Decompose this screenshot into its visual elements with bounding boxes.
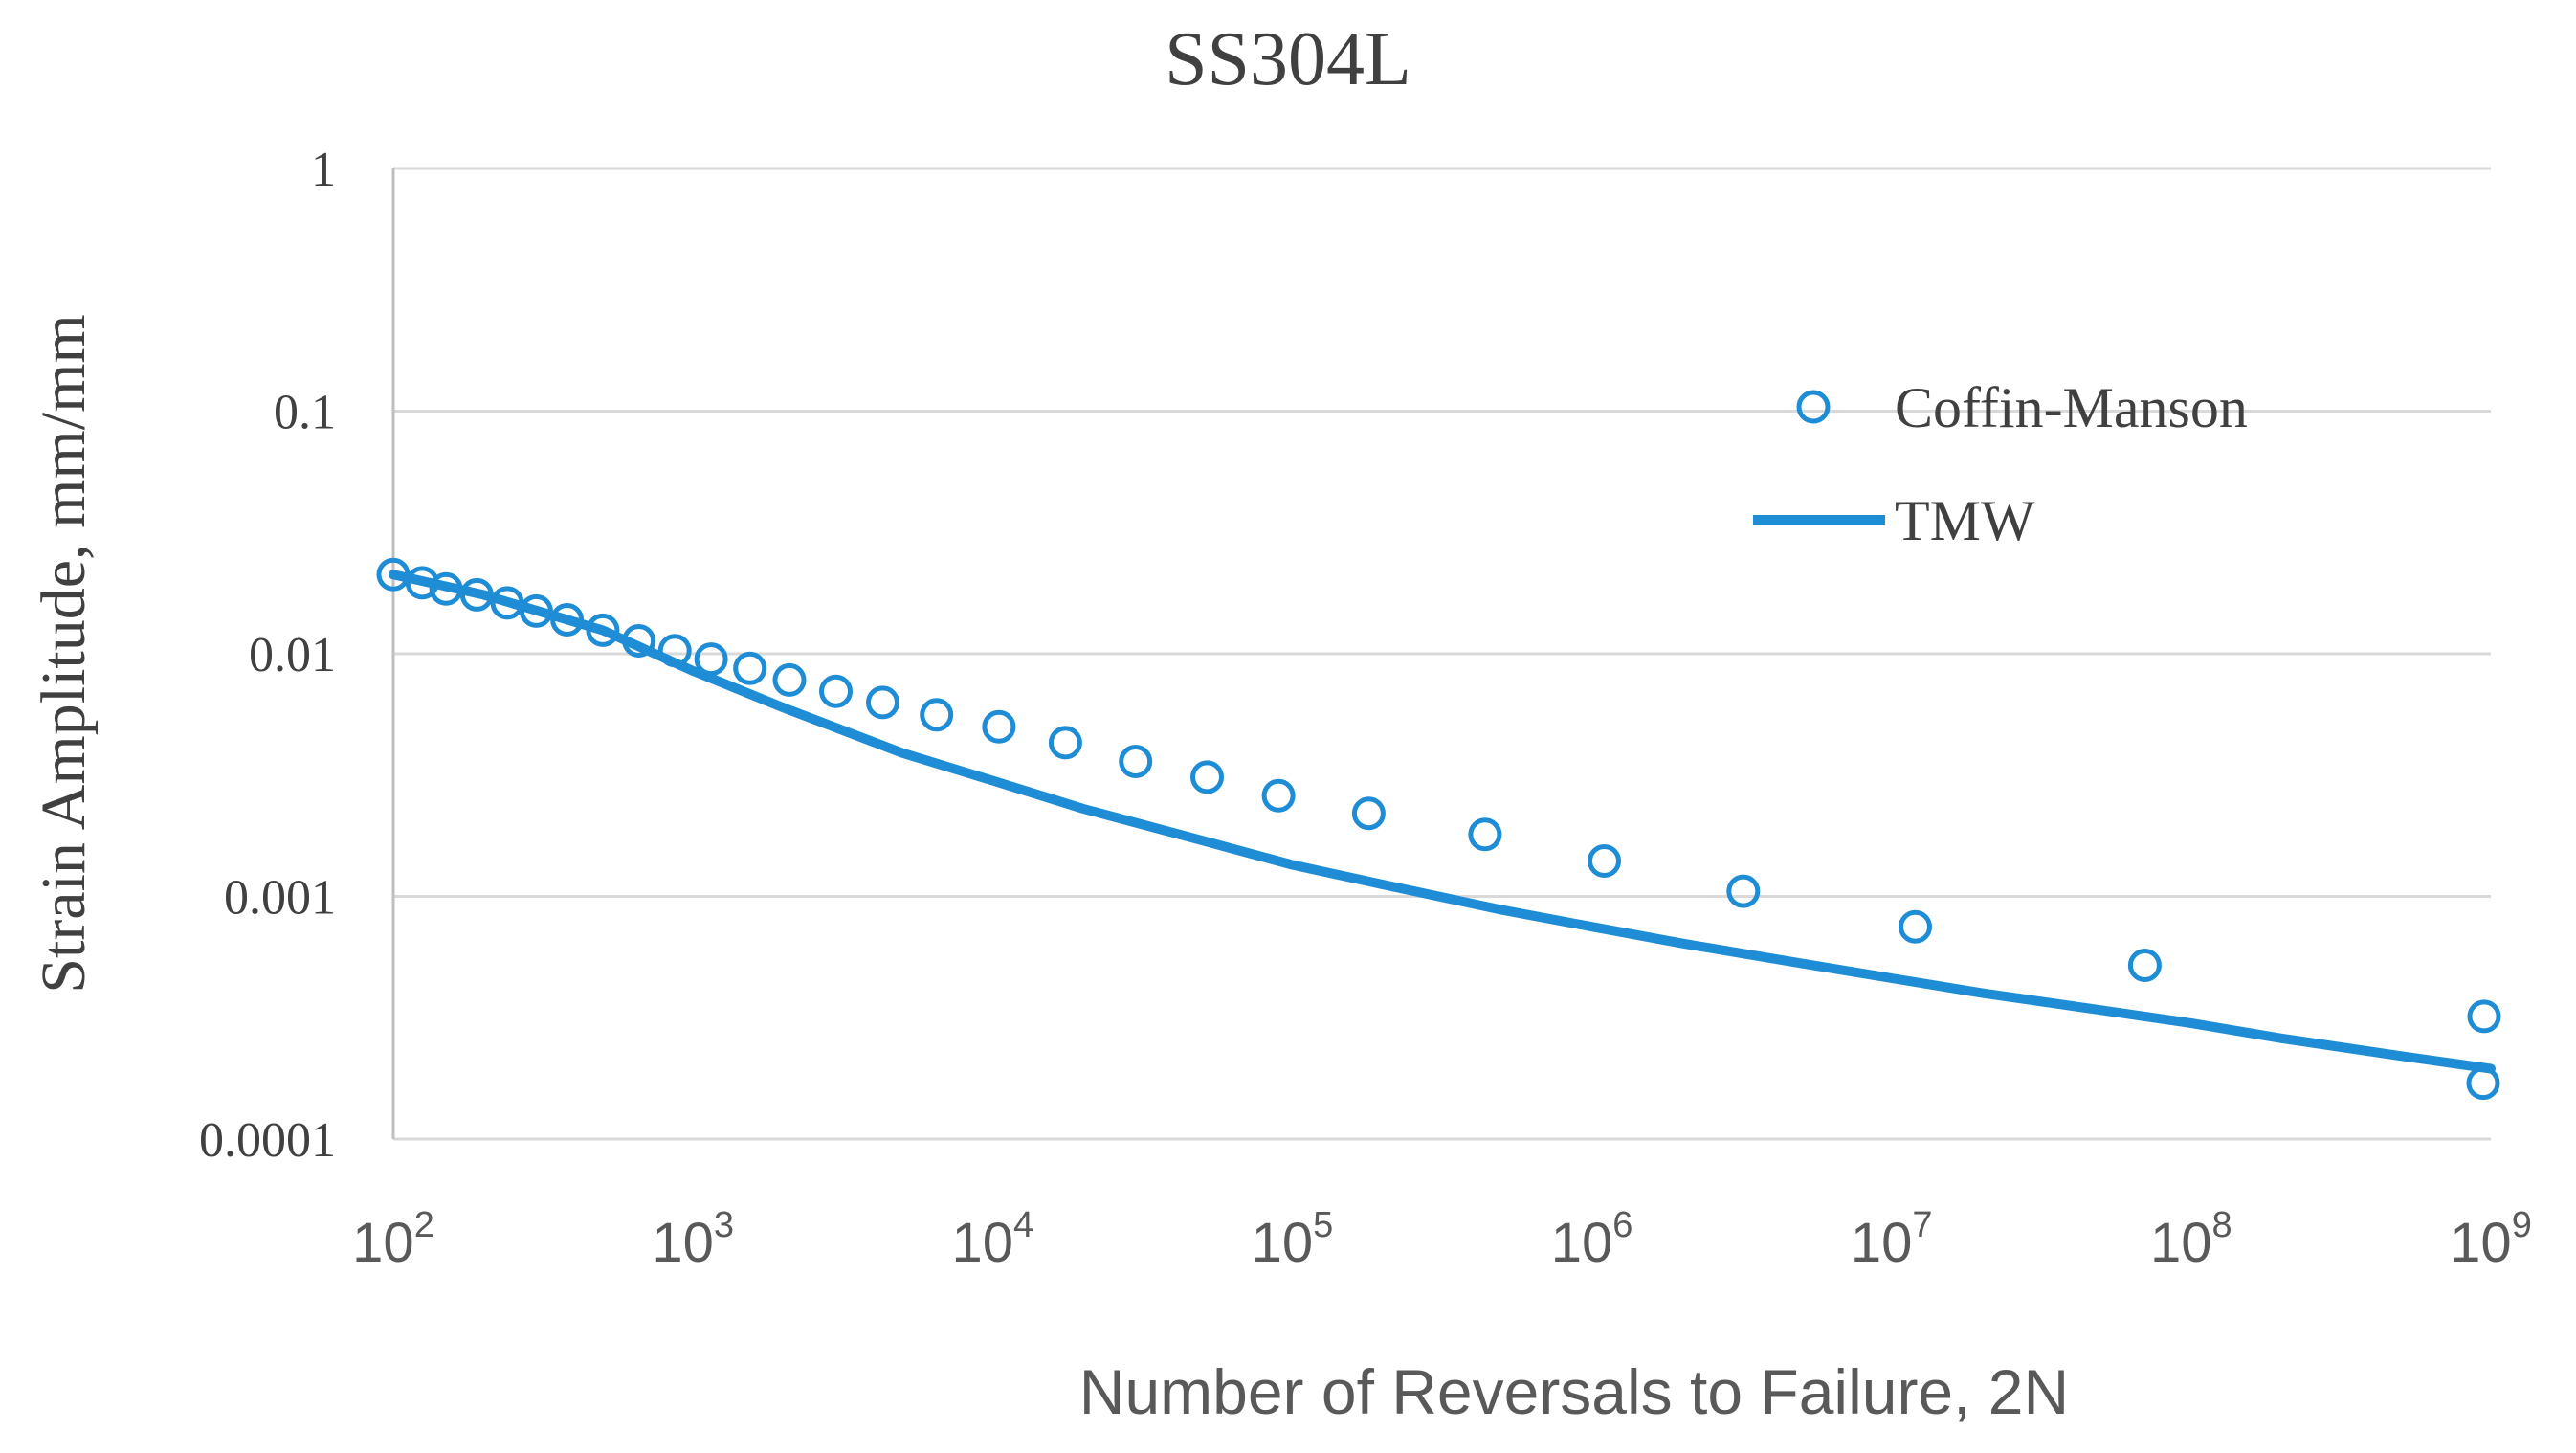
coffin-manson-point <box>1190 760 1224 794</box>
x-axis-label: Number of Reversals to Failure, 2N <box>1079 1356 2069 1427</box>
y-tick-label: 0.0001 <box>199 1113 336 1168</box>
series-tmw <box>389 570 2496 1074</box>
coffin-manson-point <box>490 586 524 620</box>
coffin-manson-point <box>1261 778 1296 813</box>
coffin-manson-point <box>657 634 692 668</box>
coffin-manson-point <box>866 685 899 720</box>
coffin-manson-point <box>1119 745 1153 778</box>
coffin-manson-point <box>429 571 463 606</box>
y-tick-labels: 1 0.1 0.01 0.001 0.0001 <box>199 143 336 1168</box>
coffin-manson-point <box>772 662 807 697</box>
x-tick-labels: 102 103 104 105 106 107 108 109 <box>352 1205 2532 1274</box>
coffin-manson-point <box>920 698 954 732</box>
x-tick-label: 102 <box>352 1205 434 1274</box>
legend-label-tmw: TMW <box>1895 489 2035 552</box>
series-coffin-manson <box>376 557 2501 1101</box>
coffin-manson-point <box>459 577 494 612</box>
legend-label-coffin-manson: Coffin-Manson <box>1895 376 2248 439</box>
x-tick-label: 107 <box>1851 1205 1933 1274</box>
x-tick-label: 108 <box>2150 1205 2232 1274</box>
gridlines <box>393 167 2491 1141</box>
y-tick-label: 0.01 <box>249 628 336 682</box>
coffin-manson-point <box>733 651 767 685</box>
x-tick-label: 105 <box>1252 1205 1334 1274</box>
coffin-manson-point <box>2466 1066 2500 1101</box>
y-tick-label: 0.1 <box>274 386 336 440</box>
tmw-line <box>389 570 2496 1074</box>
coffin-manson-point <box>1048 726 1082 760</box>
coffin-manson-point <box>376 557 411 592</box>
coffin-manson-point <box>2467 999 2501 1034</box>
x-tick-label: 109 <box>2450 1205 2532 1274</box>
y-axis-label: Strain Amplitude, mm/mm <box>29 314 99 994</box>
coffin-manson-point <box>405 566 439 600</box>
coffin-manson-point <box>1468 817 1502 852</box>
coffin-manson-point <box>694 642 728 677</box>
legend: Coffin-Manson TMW <box>1753 376 2248 552</box>
coffin-manson-point <box>819 674 853 708</box>
x-tick-label: 104 <box>951 1205 1033 1274</box>
coffin-manson-point <box>550 603 585 637</box>
y-tick-label: 0.001 <box>224 871 336 926</box>
x-tick-label: 106 <box>1551 1205 1633 1274</box>
coffin-manson-point <box>982 709 1016 744</box>
legend-marker-coffin-manson <box>1796 390 1831 424</box>
y-tick-label: 1 <box>311 143 336 197</box>
coffin-manson-point <box>1726 874 1761 908</box>
coffin-manson-point <box>1899 909 1932 944</box>
coffin-manson-point <box>519 593 553 628</box>
chart-title: SS304L <box>1165 17 1411 101</box>
coffin-manson-point <box>1588 844 1621 878</box>
coffin-manson-point <box>622 624 656 658</box>
coffin-manson-point <box>2127 949 2162 982</box>
x-tick-label: 103 <box>652 1205 734 1274</box>
coffin-manson-point <box>1351 796 1386 831</box>
coffin-manson-point <box>586 613 620 647</box>
